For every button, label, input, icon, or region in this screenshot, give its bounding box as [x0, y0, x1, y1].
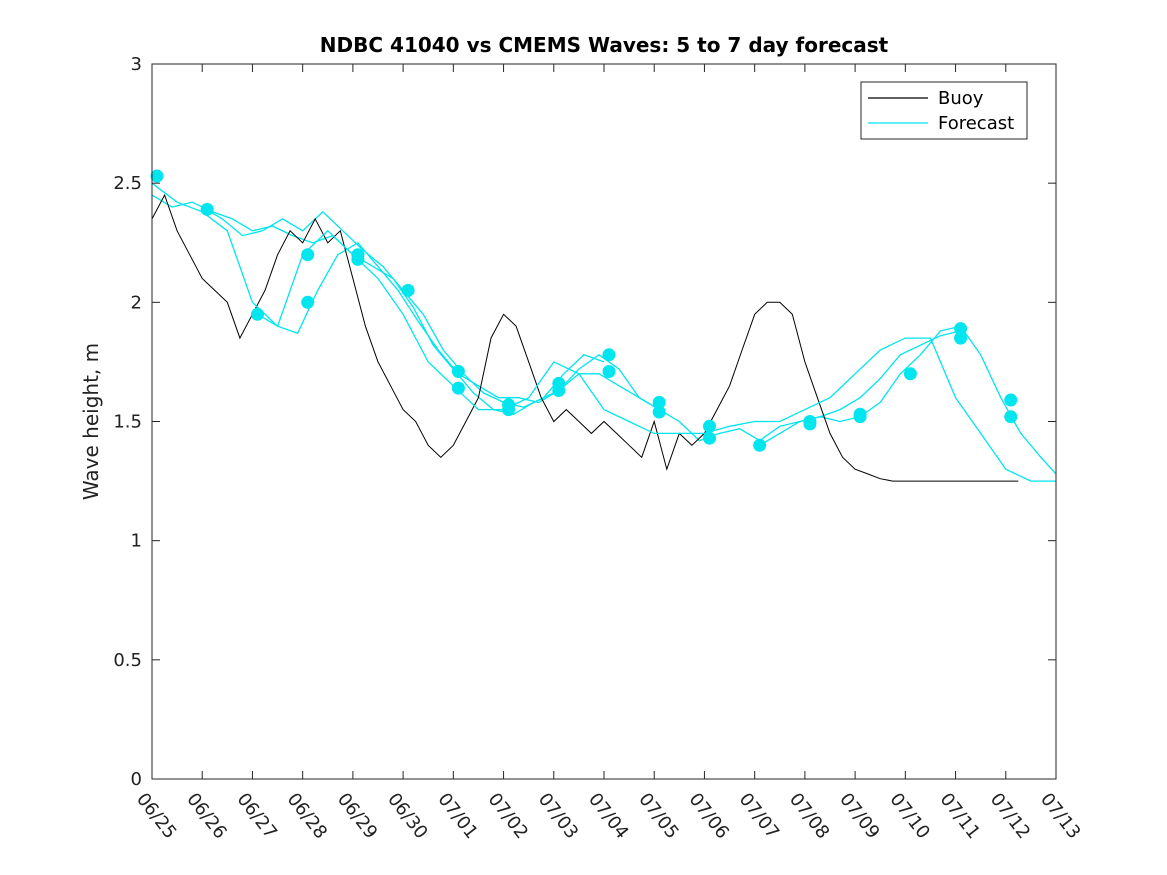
- forecast-marker-20: [703, 431, 716, 445]
- forecast-marker-21: [753, 438, 767, 452]
- y-tick-label: 2: [131, 292, 142, 313]
- x-tick-label: 07/01: [433, 789, 481, 843]
- x-tick-label: 07/11: [936, 789, 984, 843]
- legend: Buoy Forecast: [860, 81, 1028, 140]
- forecast-marker-7: [351, 252, 365, 266]
- x-tick-label: 07/07: [735, 789, 783, 843]
- forecast-marker-14: [552, 384, 566, 397]
- y-tick-label: 1.5: [113, 412, 142, 433]
- y-tick-label: 0: [131, 769, 142, 790]
- forecast-marker-16: [602, 365, 616, 378]
- forecast-marker-18: [652, 405, 666, 419]
- forecast-marker-25: [853, 410, 867, 424]
- x-tick-label: 06/30: [383, 789, 431, 843]
- x-tick-label: 07/09: [835, 789, 883, 843]
- legend-label-buoy: Buoy: [938, 88, 984, 109]
- forecast-marker-30: [1004, 410, 1018, 424]
- chart-title: NDBC 41040 vs CMEMS Waves: 5 to 7 day fo…: [320, 33, 889, 57]
- legend-label-forecast: Forecast: [938, 113, 1014, 134]
- x-tick-label: 07/12: [986, 789, 1034, 843]
- legend-box: [860, 81, 1028, 140]
- forecast-marker-26: [903, 367, 917, 381]
- forecast-marker-29: [1004, 393, 1018, 407]
- forecast-marker-9: [451, 365, 465, 378]
- forecast-marker-19: [703, 419, 716, 433]
- x-tick-label: 07/02: [484, 789, 532, 843]
- x-tick-label: 06/28: [283, 789, 331, 843]
- forecast-marker-27: [954, 322, 968, 336]
- forecast-marker-2: [200, 202, 214, 216]
- y-tick-label: 0.5: [113, 650, 142, 671]
- series-line-buoy: [151, 193, 1019, 482]
- x-tick-label: 07/06: [685, 789, 733, 843]
- x-tick-label: 07/13: [1036, 789, 1084, 843]
- forecast-marker-10: [451, 381, 465, 395]
- forecast-marker-23: [803, 417, 817, 431]
- x-tick-label: 07/08: [785, 789, 833, 843]
- x-tick-label: 07/04: [584, 789, 632, 843]
- forecast-marker-1: [150, 169, 164, 183]
- y-tick-label: 3: [131, 54, 142, 75]
- x-tick-label: 07/03: [534, 789, 582, 843]
- forecast-marker-4: [301, 248, 315, 262]
- forecast-marker-3: [251, 307, 264, 321]
- x-tick-label: 06/27: [233, 789, 281, 843]
- y-axis-label: Wave height, m: [79, 343, 103, 500]
- forecast-marker-8: [401, 283, 415, 297]
- y-tick-label: 2.5: [113, 173, 142, 194]
- x-tick-label: 06/29: [333, 789, 381, 843]
- x-tick-label: 06/25: [132, 789, 180, 843]
- y-tick-label: 1: [131, 531, 142, 552]
- x-tick-label: 06/26: [182, 789, 230, 843]
- x-tick-label: 07/10: [885, 789, 933, 843]
- forecast-marker-28: [954, 331, 968, 345]
- forecast-marker-12: [502, 403, 516, 417]
- x-tick-label: 07/05: [634, 789, 682, 843]
- forecast-marker-17: [652, 395, 666, 409]
- forecast-markers-group: [150, 169, 1018, 452]
- forecast-marker-5: [301, 295, 315, 309]
- forecast-marker-15: [602, 348, 616, 362]
